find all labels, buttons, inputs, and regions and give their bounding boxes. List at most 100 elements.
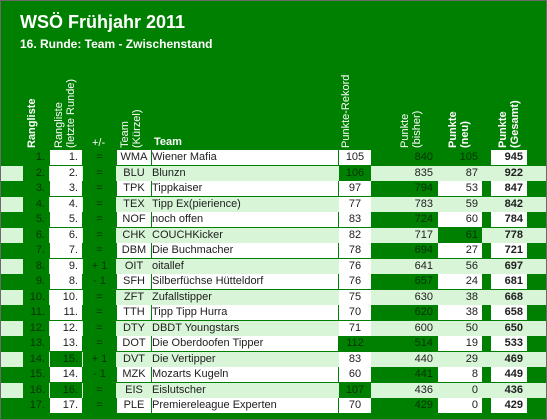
cell-team-code: TTH <box>117 305 151 320</box>
table-row: 12. 12. = DTY DBDT Youngstars 71 600 50 650 <box>1 320 546 337</box>
cell-prev-rank: 11. <box>50 305 82 320</box>
cell-record: 82 <box>339 227 371 243</box>
cell-punkte-bisher: 441 <box>391 367 437 382</box>
cell-punkte-neu: 8 <box>438 367 482 382</box>
cell-punkte-gesamt: 721 <box>491 243 527 258</box>
cell-team-name: Mozarts Kugeln <box>152 367 338 382</box>
cell-punkte-gesamt: 778 <box>491 227 527 243</box>
cell-punkte-gesamt: 697 <box>491 258 527 274</box>
header-rangliste-letzte: Rangliste (letzte Runde) <box>53 79 77 148</box>
cell-team-name: noch offen <box>152 212 338 227</box>
cell-punkte-gesamt: 945 <box>491 150 527 165</box>
header-punkte-rekord: Punkte-Rekord <box>340 74 352 148</box>
cell-record: 107 <box>339 382 371 398</box>
cell-record: 71 <box>339 320 371 336</box>
table-row: 15. 14. - 1 MZK Mozarts Kugeln 60 441 8 449 <box>1 367 546 383</box>
cell-team-name: oitallef <box>152 258 338 274</box>
cell-prev-rank: 4. <box>50 196 82 212</box>
cell-punkte-neu: 24 <box>438 274 482 289</box>
cell-diff: + 1 <box>83 258 116 274</box>
cell-diff: = <box>83 196 116 212</box>
cell-diff: = <box>83 181 116 196</box>
cell-punkte-neu: 87 <box>438 165 482 181</box>
cell-record: 106 <box>339 165 371 181</box>
cell-rank: 10. <box>23 289 49 305</box>
cell-rank: 7. <box>23 243 49 258</box>
cell-punkte-gesamt: 429 <box>491 398 527 413</box>
table-row: 17. 17. = PLE Premiereleague Experten 70 429 0 4… <box>1 398 546 414</box>
cell-rank: 14. <box>23 351 49 367</box>
cell-punkte-gesamt: 469 <box>491 351 527 367</box>
cell-diff: - 1 <box>83 367 116 382</box>
table-row: 14. 15. + 1 DVT Die Vertipper 83 440 29 469 <box>1 351 546 368</box>
header-punkte-neu-line1: Punkte <box>447 111 459 148</box>
cell-punkte-neu: 0 <box>438 398 482 413</box>
header-team-kurzel: Team (Kürzel) <box>119 109 143 148</box>
cell-punkte-bisher: 794 <box>391 181 437 196</box>
cell-punkte-gesamt: 668 <box>491 289 527 305</box>
cell-punkte-neu: 59 <box>438 196 482 212</box>
cell-diff: = <box>83 212 116 227</box>
cell-punkte-bisher: 783 <box>391 196 437 212</box>
cell-record: 105 <box>339 150 371 165</box>
table-row: 7. 7. = DBM Die Buchmacher 78 694 27 721 <box>1 243 546 259</box>
cell-punkte-neu: 50 <box>438 320 482 336</box>
cell-punkte-bisher: 440 <box>391 351 437 367</box>
cell-diff: = <box>83 227 116 243</box>
cell-team-name: Wiener Mafia <box>152 150 338 165</box>
cell-team-name: COUCHKicker <box>152 227 338 243</box>
cell-punkte-bisher: 600 <box>391 320 437 336</box>
cell-punkte-neu: 56 <box>438 258 482 274</box>
cell-punkte-gesamt: 784 <box>491 212 527 227</box>
cell-punkte-gesamt: 449 <box>491 367 527 382</box>
table-row: 8. 9. + 1 OIT oitallef 76 641 56 697 <box>1 258 546 275</box>
cell-record: 77 <box>339 196 371 212</box>
cell-record: 78 <box>339 243 371 258</box>
cell-punkte-gesamt: 533 <box>491 336 527 351</box>
cell-diff: = <box>83 336 116 351</box>
header-punkte-bisher-line2: (bisher) <box>411 110 423 148</box>
header-punkte-bisher: Punkte (bisher) <box>399 111 423 148</box>
header-punkte-gesamt-line1: Punkte <box>497 111 509 148</box>
cell-punkte-gesamt: 842 <box>491 196 527 212</box>
cell-punkte-bisher: 620 <box>391 305 437 320</box>
cell-team-code: DBM <box>117 243 151 258</box>
cell-diff: = <box>83 150 116 165</box>
cell-rank: 12. <box>23 320 49 336</box>
table-row: 10. 10. = ZFT Zufallstipper 75 630 38 668 <box>1 289 546 306</box>
page-subtitle: 16. Runde: Team - Zwischenstand <box>20 37 213 51</box>
header-rangliste: Rangliste <box>26 98 38 148</box>
table-row: 5. 5. = NOF noch offen 83 724 60 784 <box>1 212 546 228</box>
cell-team-name: Tipp Tipp Hurra <box>152 305 338 320</box>
cell-prev-rank: 15. <box>50 351 82 367</box>
cell-rank: 16. <box>23 382 49 398</box>
cell-punkte-neu: 60 <box>438 212 482 227</box>
cell-team-code: TPK <box>117 181 151 196</box>
cell-diff: = <box>83 165 116 181</box>
cell-record: 70 <box>339 398 371 413</box>
cell-diff: = <box>83 243 116 258</box>
cell-team-code: CHK <box>117 227 151 243</box>
cell-team-code: EIS <box>117 382 151 398</box>
cell-team-name: DBDT Youngstars <box>152 320 338 336</box>
header-punkte-bisher-line1: Punkte <box>399 113 411 148</box>
cell-prev-rank: 14. <box>50 367 82 382</box>
cell-team-code: DTY <box>117 320 151 336</box>
cell-team-name: Zufallstipper <box>152 289 338 305</box>
header-team-kurzel-line2: (Kürzel) <box>131 109 143 148</box>
cell-rank: 17. <box>23 398 49 413</box>
cell-team-name: Die Vertipper <box>152 351 338 367</box>
cell-team-code: ZFT <box>117 289 151 305</box>
cell-punkte-gesamt: 681 <box>491 274 527 289</box>
cell-punkte-neu: 38 <box>438 305 482 320</box>
cell-prev-rank: 7. <box>50 243 82 258</box>
cell-punkte-bisher: 514 <box>391 336 437 351</box>
cell-punkte-gesamt: 847 <box>491 181 527 196</box>
cell-punkte-neu: 19 <box>438 336 482 351</box>
cell-prev-rank: 10. <box>50 289 82 305</box>
page-title: WSÖ Frühjahr 2011 <box>20 12 186 32</box>
cell-team-name: Blunzn <box>152 165 338 181</box>
header-punkte-neu: Punkte (neu) <box>447 111 471 148</box>
cell-team-name: Silberfüchse Hütteldorf <box>152 274 338 289</box>
